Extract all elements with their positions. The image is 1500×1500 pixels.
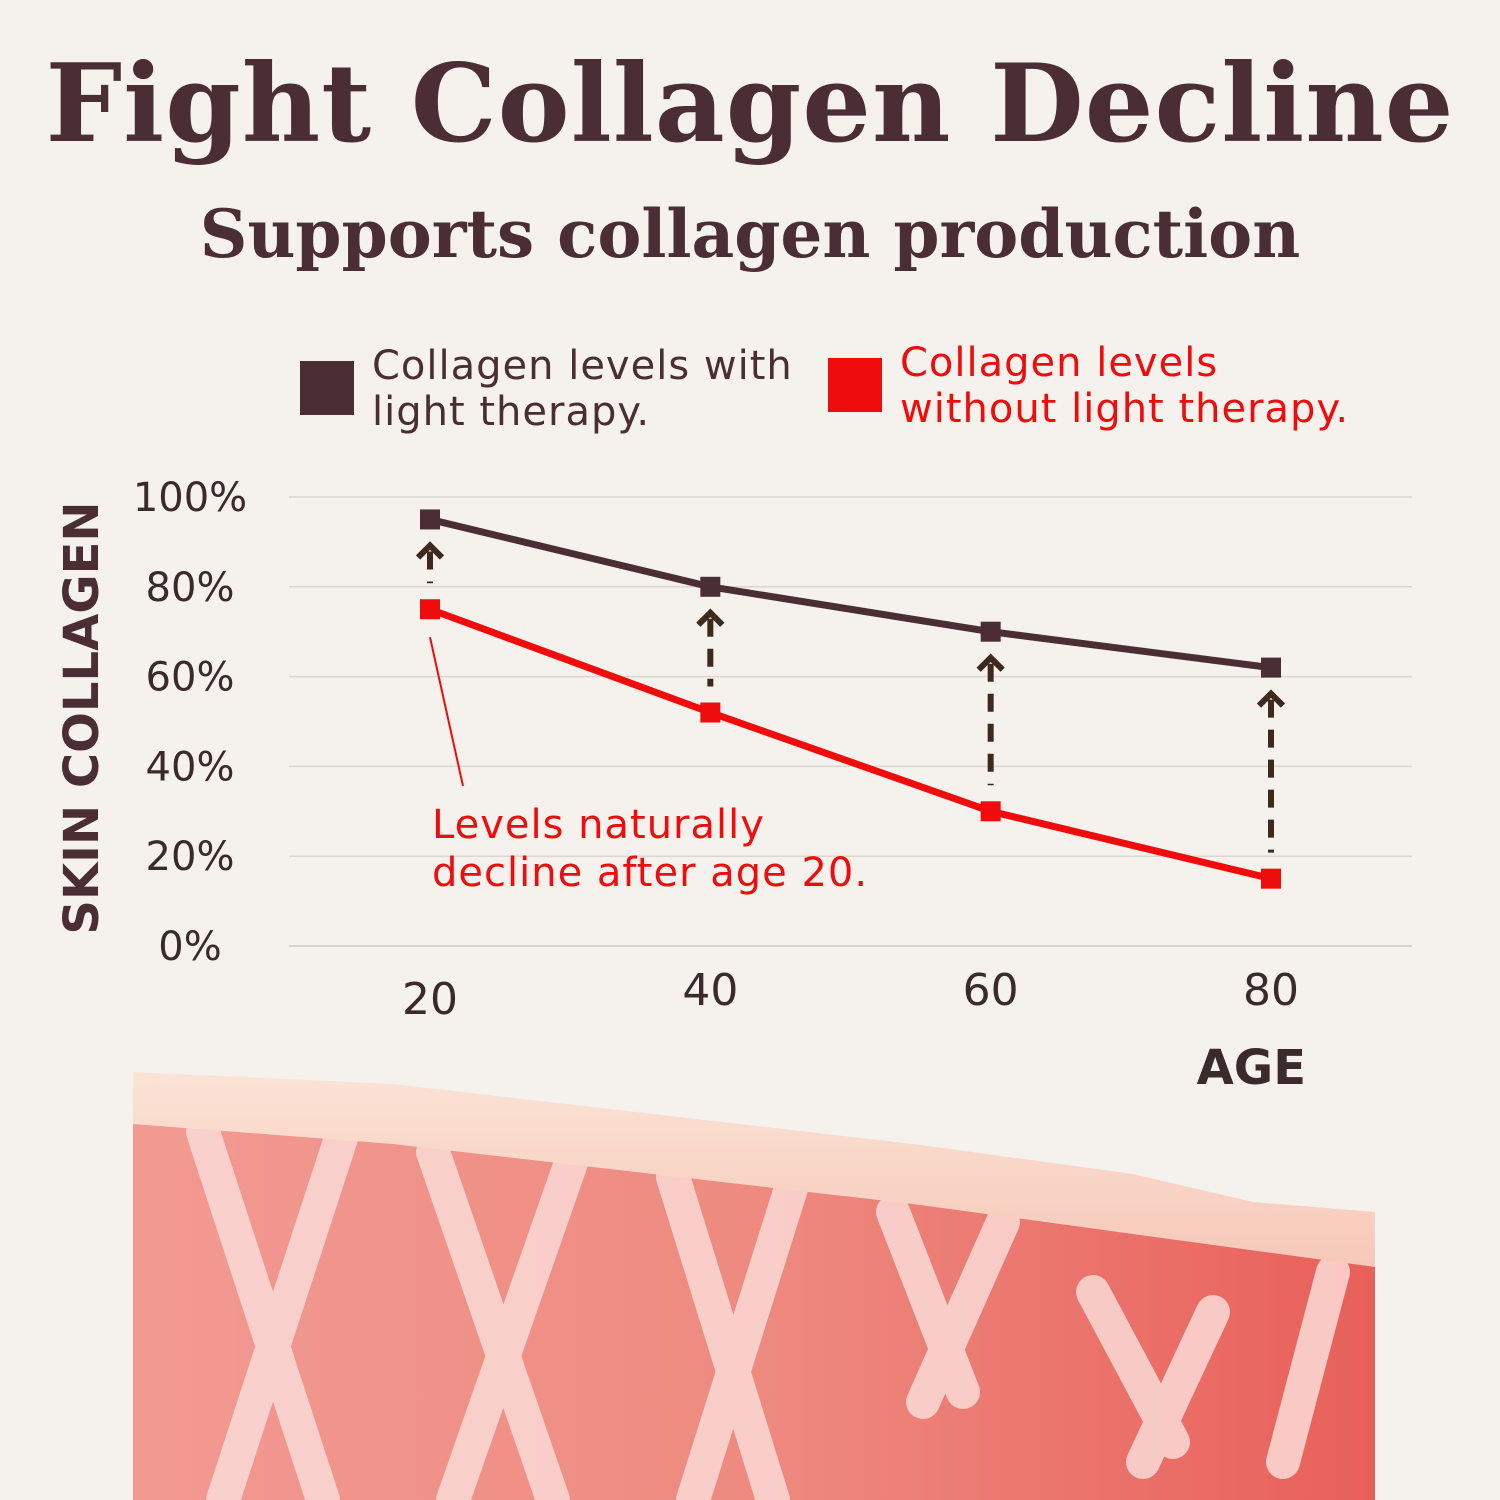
- improvement-arrow-head: [415, 541, 445, 560]
- data-point-with-therapy: [1261, 657, 1281, 678]
- page-title: Fight Collagen Decline: [45, 41, 1455, 167]
- y-tick-label: 60%: [146, 655, 235, 701]
- x-tick-label: 20: [402, 974, 458, 1025]
- data-point-with-therapy: [700, 576, 721, 597]
- data-point-with-therapy: [420, 509, 440, 530]
- annotation-leader-line: [429, 637, 464, 787]
- legend-item-with-therapy: Collagen levels with light therapy.: [300, 343, 842, 435]
- x-tick-label: 40: [682, 965, 738, 1016]
- series-line-without-therapy: [428, 605, 1272, 883]
- y-axis-label: SKIN COLLAGEN: [54, 501, 110, 934]
- x-tick-label: 60: [963, 965, 1019, 1016]
- series-line-with-therapy: [429, 516, 1272, 672]
- x-axis-label: AGE: [1197, 1040, 1306, 1096]
- legend-label-with-therapy: Collagen levels with light therapy.: [372, 343, 793, 435]
- y-tick-label: 40%: [146, 744, 235, 790]
- data-point-without-therapy: [980, 801, 1001, 822]
- y-tick-label: 0%: [158, 924, 221, 970]
- legend-swatch-with-therapy: [300, 361, 354, 415]
- annotation-line-1: Levels naturally: [432, 802, 765, 848]
- data-point-without-therapy: [1261, 868, 1281, 889]
- y-tick-label: 80%: [146, 565, 235, 611]
- annotation-line-2: decline after age 20.: [432, 850, 868, 896]
- legend-label-without-therapy: Collagen levels without light therapy.: [900, 340, 1350, 432]
- legend-swatch-without-therapy: [828, 358, 882, 412]
- collagen-line-chart: 100% 80% 60% 40% 20% 0% 20 40 60 80 Levels natura…: [54, 475, 1412, 1096]
- y-tick-label: 100%: [133, 475, 247, 521]
- improvement-arrow-head: [976, 653, 1005, 672]
- data-point-with-therapy: [980, 621, 1001, 642]
- page-subtitle: Supports collagen production: [199, 195, 1301, 273]
- data-point-without-therapy: [700, 702, 721, 723]
- data-point-without-therapy: [420, 599, 440, 620]
- x-tick-label: 80: [1243, 965, 1299, 1016]
- annotation-text: Levels naturally decline after age 20.: [432, 802, 868, 896]
- improvement-arrow-head: [1256, 689, 1286, 708]
- improvement-arrow-head: [696, 608, 725, 627]
- y-tick-label: 20%: [146, 834, 235, 880]
- legend-item-without-therapy: Collagen levels without light therapy.: [828, 340, 1370, 432]
- skin-collagen-fibers-illustration: [133, 1072, 1375, 1500]
